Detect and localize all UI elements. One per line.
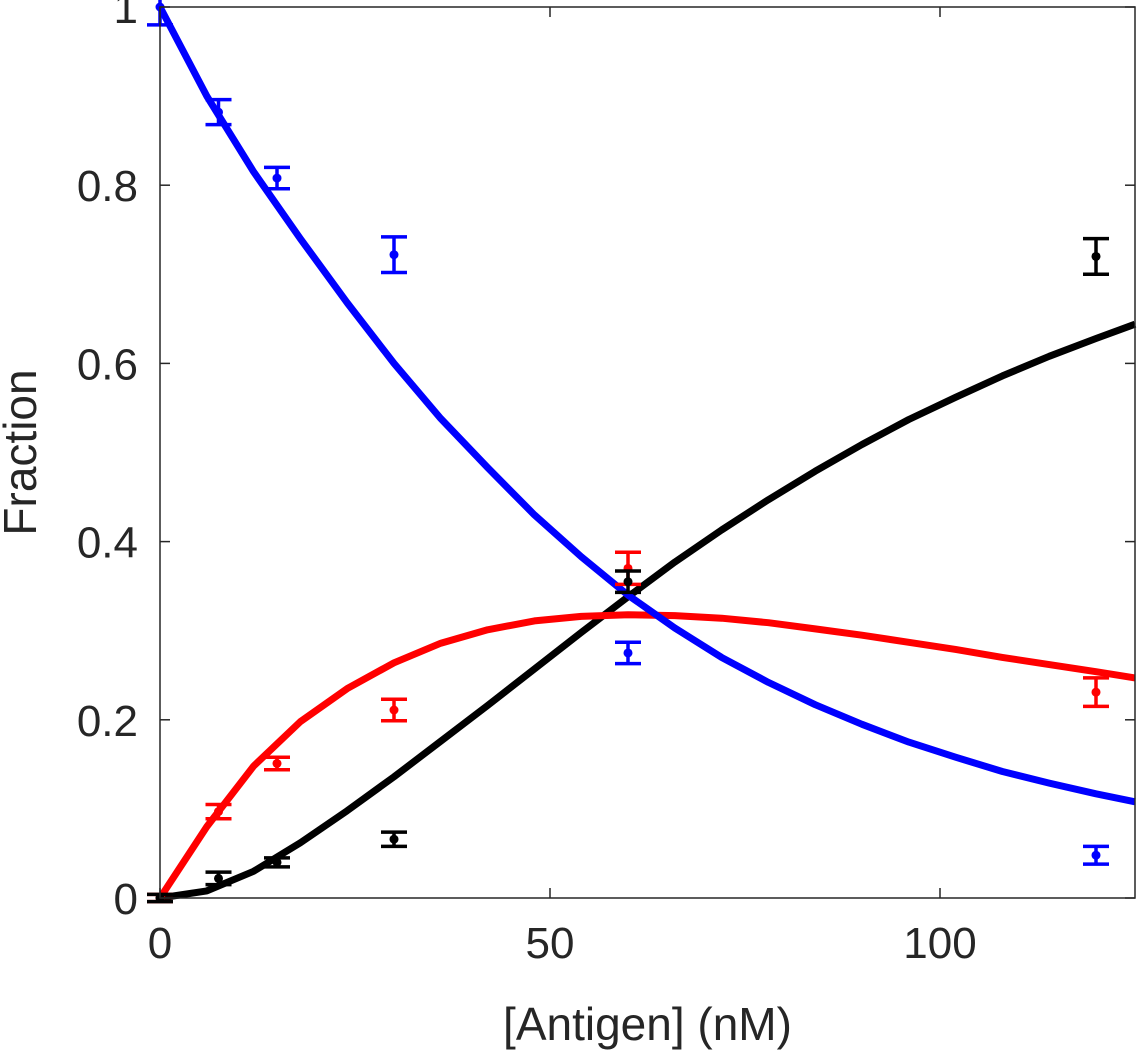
data-point-blue (205, 97, 232, 127)
y-tick-label: 1 (114, 0, 138, 33)
data-point-red (264, 755, 290, 772)
marker (623, 577, 633, 587)
marker (214, 873, 223, 883)
marker (214, 807, 223, 817)
x-axis-label: [Antigen] (nM) (503, 998, 792, 1050)
data-point-red (381, 697, 407, 723)
data-point-red (205, 802, 232, 821)
fit-line-black (159, 320, 1137, 902)
marker (272, 857, 282, 867)
data-point-blue (264, 165, 290, 191)
axis-ticks: 0 50 100 0 0.2 0.4 0.6 0.8 1 (77, 0, 1135, 968)
marker (389, 250, 399, 260)
marker (1091, 687, 1101, 697)
marker (389, 834, 399, 844)
data-point-blue (1083, 844, 1109, 866)
marker (623, 648, 633, 658)
y-tick-label: 0.6 (77, 340, 138, 389)
data-point-blue (381, 235, 407, 275)
y-tick-label: 0.4 (77, 519, 138, 568)
data-point-red (1083, 676, 1109, 709)
marker (389, 705, 399, 715)
x-tick-label: 100 (903, 919, 976, 968)
fit-line-blue (156, 5, 1136, 806)
x-tick-label: 50 (526, 919, 575, 968)
data-point-blue (615, 640, 641, 666)
data-point-black (264, 856, 290, 869)
x-tick-label: 0 (148, 919, 172, 968)
y-axis-label: Fraction (0, 369, 46, 535)
plot-area (147, 0, 1137, 904)
data-point-black (1083, 236, 1109, 277)
marker (214, 107, 223, 117)
marker (272, 173, 282, 183)
data-point-black (615, 569, 641, 595)
marker (1091, 251, 1101, 261)
axes-box (159, 6, 1136, 899)
y-tick-label: 0.2 (77, 697, 138, 746)
y-tick-label: 0.8 (77, 162, 138, 211)
marker (1091, 850, 1101, 860)
y-tick-label: 0 (114, 875, 138, 924)
marker (272, 758, 282, 768)
data-point-black (381, 830, 407, 849)
data-point-black (205, 870, 232, 887)
